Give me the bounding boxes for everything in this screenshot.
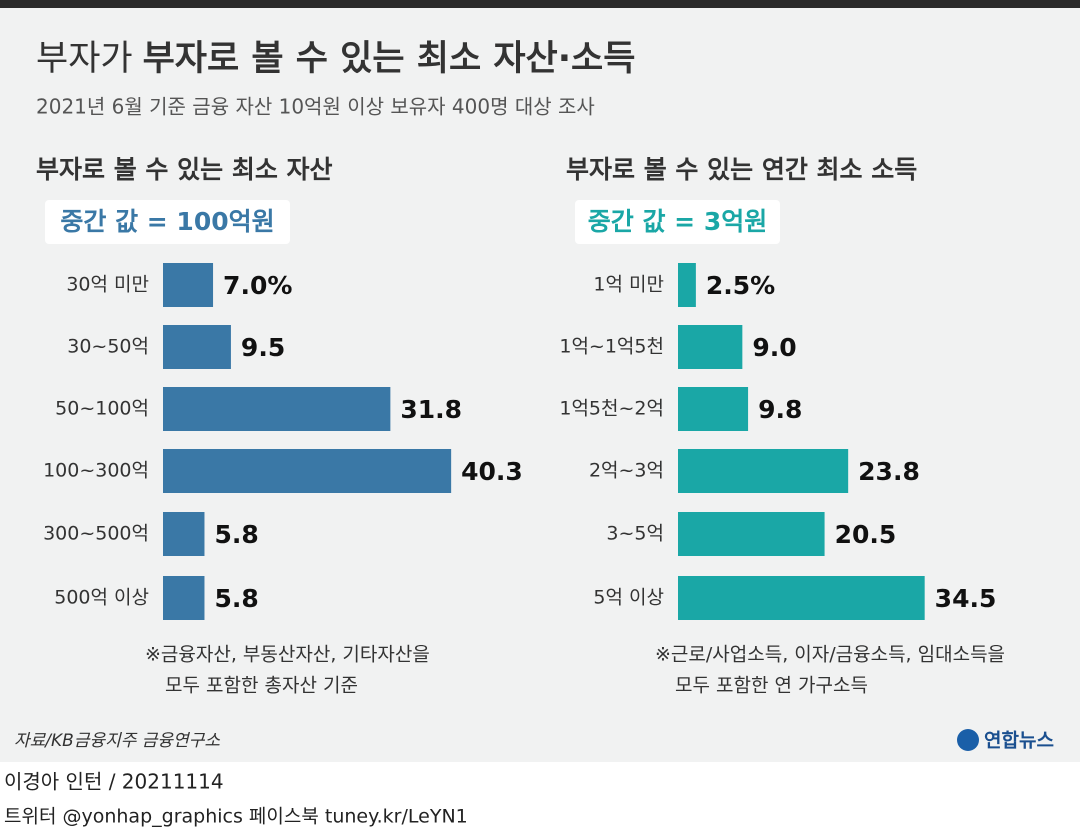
title: 부자가 부자로 볼 수 있는 최소 자산·소득 (36, 39, 635, 79)
bar (678, 512, 825, 556)
background (0, 0, 1080, 762)
value-label: 31.8 (400, 395, 462, 424)
value-label: 34.5 (935, 584, 997, 613)
category-label: 1억 미만 (593, 274, 664, 296)
badge-text: 중간 값 = 3억원 (588, 207, 767, 236)
value-label: 5.8 (214, 520, 258, 549)
category-label: 5억 이상 (593, 587, 664, 609)
bar (678, 325, 743, 369)
note: ※금융자산, 부동산자산, 기타자산을 (145, 644, 430, 666)
category-label: 30억 미만 (66, 274, 149, 296)
chart-title: 부자로 볼 수 있는 연간 최소 소득 (566, 155, 917, 184)
bar (163, 512, 205, 556)
bar (163, 576, 205, 620)
source: 자료/KB금융지주 금융연구소 (14, 731, 220, 751)
logo-icon (957, 729, 979, 751)
value-label: 40.3 (461, 457, 523, 486)
value-label: 9.8 (758, 395, 802, 424)
category-label: 300~500억 (43, 523, 149, 545)
category-label: 100~300억 (43, 460, 149, 482)
bar (678, 576, 925, 620)
value-label: 23.8 (858, 457, 920, 486)
value-label: 7.0% (223, 271, 292, 300)
category-label: 2억~3억 (589, 460, 664, 482)
category-label: 500억 이상 (54, 587, 149, 609)
value-label: 9.5 (241, 333, 285, 362)
logo: 연합뉴스 (984, 730, 1054, 752)
category-label: 30~50억 (67, 336, 149, 358)
category-label: 1억~1억5천 (559, 336, 664, 358)
badge (45, 200, 290, 244)
note: 모두 포함한 연 가구소득 (675, 675, 868, 697)
title-light: 부자가 (36, 39, 133, 79)
links: 트위터 @yonhap_graphics 페이스북 tuney.kr/LeYN1 (4, 806, 468, 828)
badge-text: 중간 값 = 100억원 (60, 207, 274, 236)
subtitle: 2021년 6월 기준 금융 자산 10억원 이상 보유자 400명 대상 조사 (36, 95, 595, 119)
value-label: 20.5 (835, 520, 897, 549)
bar (163, 325, 231, 369)
value-label: 5.8 (214, 584, 258, 613)
note: 모두 포함한 총자산 기준 (165, 675, 358, 697)
value-label: 2.5% (706, 271, 775, 300)
credit: 이경아 인턴 / 20211114 (4, 770, 224, 794)
value-label: 9.0 (752, 333, 796, 362)
bar (163, 449, 452, 493)
category-label: 3~5억 (606, 523, 664, 545)
top-bar (0, 0, 1080, 8)
bar (163, 387, 391, 431)
title-bold: 부자로 볼 수 있는 최소 자산·소득 (143, 39, 636, 79)
bar (678, 449, 849, 493)
chart-title: 부자로 볼 수 있는 최소 자산 (36, 155, 333, 184)
bar (678, 263, 696, 307)
category-label: 1억5천~2억 (559, 398, 664, 420)
bar (163, 263, 214, 307)
category-label: 50~100억 (55, 398, 149, 420)
badge (575, 200, 780, 244)
note: ※근로/사업소득, 이자/금융소득, 임대소득을 (655, 644, 1005, 666)
bar (678, 387, 749, 431)
